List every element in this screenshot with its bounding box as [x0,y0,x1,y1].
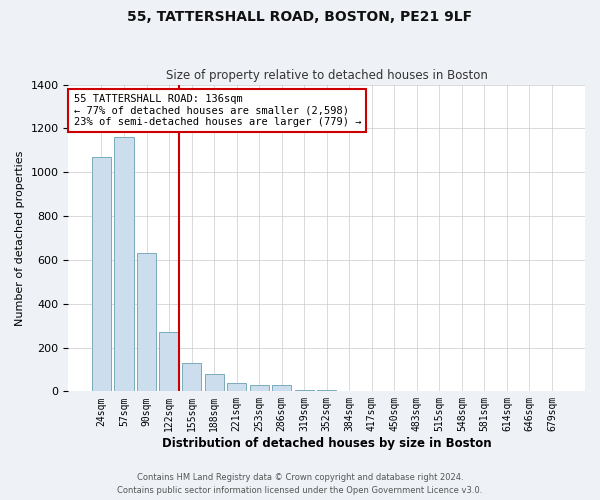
Bar [272,385,291,392]
Bar [250,385,269,392]
Bar [227,382,246,392]
Bar [205,374,224,392]
Bar [182,363,201,392]
Bar [115,137,134,392]
Text: Contains HM Land Registry data © Crown copyright and database right 2024.
Contai: Contains HM Land Registry data © Crown c… [118,474,482,495]
Bar [137,254,156,392]
Bar [295,390,314,392]
Bar [92,157,111,392]
X-axis label: Distribution of detached houses by size in Boston: Distribution of detached houses by size … [162,437,491,450]
Title: Size of property relative to detached houses in Boston: Size of property relative to detached ho… [166,69,488,82]
Y-axis label: Number of detached properties: Number of detached properties [15,150,25,326]
Text: 55 TATTERSHALL ROAD: 136sqm
← 77% of detached houses are smaller (2,598)
23% of : 55 TATTERSHALL ROAD: 136sqm ← 77% of det… [74,94,361,127]
Bar [317,390,336,392]
Text: 55, TATTERSHALL ROAD, BOSTON, PE21 9LF: 55, TATTERSHALL ROAD, BOSTON, PE21 9LF [127,10,473,24]
Bar [160,332,179,392]
